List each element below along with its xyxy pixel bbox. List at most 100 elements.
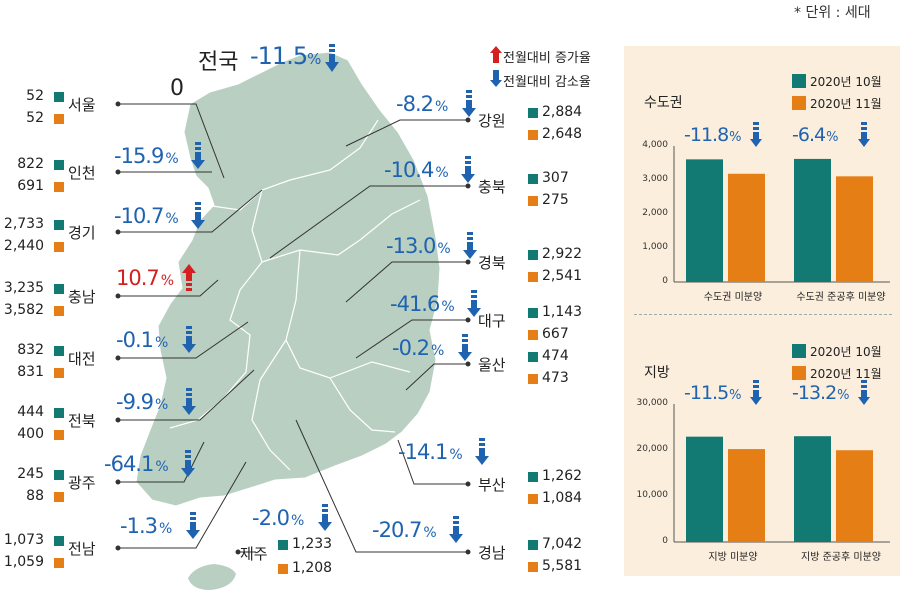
region-name-울산: 울산 <box>478 356 506 374</box>
region-pct-전남: -1.3% <box>120 514 172 538</box>
bar <box>728 173 765 282</box>
bar <box>794 158 831 282</box>
oct-swatch <box>54 284 64 294</box>
region-name-부산: 부산 <box>478 476 506 494</box>
nov-swatch <box>528 494 538 504</box>
region-nov-value: 52 <box>26 110 44 126</box>
region-oct-value: 1,233 <box>292 536 333 552</box>
chart-title: 지방 <box>644 365 670 381</box>
region-oct-value: 2,884 <box>542 104 583 120</box>
region-pct-인천: -15.9% <box>114 144 179 168</box>
region-pct-강원: -8.2% <box>396 92 448 116</box>
region-oct-value: 474 <box>542 348 569 364</box>
region-name-광주: 광주 <box>68 474 96 492</box>
region-nov-value: 691 <box>17 178 44 194</box>
legend-label: 2020년 11월 <box>810 367 882 381</box>
decrease-arrow-icon <box>318 504 332 531</box>
region-pct-충남: 10.7% <box>116 266 174 290</box>
region-name-경북: 경북 <box>478 254 506 272</box>
leader-lines <box>115 101 471 555</box>
oct-swatch <box>54 408 64 418</box>
region-pct-충북: -10.4% <box>384 158 449 182</box>
region-nov-value: 400 <box>17 426 44 442</box>
oct-swatch <box>54 160 64 170</box>
decrease-arrow-icon <box>467 290 481 317</box>
chart-title: 수도권 <box>644 95 683 111</box>
decrease-arrow-icon <box>463 232 477 259</box>
legend-label: 2020년 10월 <box>810 345 882 359</box>
national-pct: -11.5% <box>250 42 321 70</box>
region-name-대구: 대구 <box>478 312 506 330</box>
region-pct-제주: -2.0% <box>252 506 304 530</box>
region-oct-value: 444 <box>17 404 44 420</box>
province-borders <box>169 119 421 471</box>
legend-decrease-label: 전월대비 감소율 <box>503 75 591 90</box>
increase-arrow-icon <box>182 264 196 291</box>
legend-swatch <box>792 366 806 380</box>
region-pct-전북: -9.9% <box>116 390 168 414</box>
nov-swatch <box>54 492 64 502</box>
legend-label: 2020년 11월 <box>810 97 882 111</box>
region-oct-value: 832 <box>17 342 44 358</box>
region-pct-경북: -13.0% <box>386 234 451 258</box>
region-oct-value: 822 <box>17 156 44 172</box>
national-label: 전국 <box>198 50 239 75</box>
bar <box>836 450 873 542</box>
decrease-arrow-icon <box>475 438 489 465</box>
region-oct-value: 245 <box>17 466 44 482</box>
decrease-arrow-icon <box>181 450 195 477</box>
bar-pct-label: -13.2% <box>792 382 850 404</box>
x-category-label: 지방 준공후 미분양 <box>801 552 881 563</box>
decrease-arrow-icon <box>182 326 196 353</box>
region-oct-value: 1,143 <box>542 304 583 320</box>
oct-swatch <box>528 308 538 318</box>
region-oct-value: 2,922 <box>542 246 583 262</box>
region-pct-경남: -20.7% <box>372 518 437 542</box>
region-oct-value: 52 <box>26 88 44 104</box>
national-down-arrow-icon <box>325 44 339 72</box>
region-nov-value: 3,582 <box>3 302 44 318</box>
decrease-arrow-icon <box>490 70 502 87</box>
y-tick-label: 3,000 <box>642 174 668 184</box>
region-name-경남: 경남 <box>478 544 506 562</box>
decrease-arrow-icon <box>750 122 762 147</box>
bar <box>686 159 723 282</box>
y-tick-label: 4,000 <box>642 140 668 150</box>
region-nov-value: 667 <box>542 326 569 342</box>
legend-increase-label: 전월대비 증가율 <box>503 51 591 66</box>
decrease-arrow-icon <box>449 516 463 543</box>
region-name-제주: 제주 <box>240 545 268 563</box>
nov-swatch <box>528 130 538 140</box>
region-pct-경기: -10.7% <box>114 204 179 228</box>
bar-pct-label: -11.8% <box>684 124 742 146</box>
decrease-arrow-icon <box>186 512 200 539</box>
nov-swatch <box>528 196 538 206</box>
region-name-충북: 충북 <box>478 178 506 196</box>
bar <box>794 436 831 542</box>
y-tick-label: 1,000 <box>642 242 668 252</box>
legend-label: 2020년 10월 <box>810 75 882 89</box>
nov-swatch <box>54 368 64 378</box>
decrease-arrow-icon <box>191 202 205 229</box>
decrease-arrow-icon <box>182 388 196 415</box>
region-oct-value: 2,733 <box>3 216 44 232</box>
decrease-arrow-icon <box>458 334 472 361</box>
oct-swatch <box>54 220 64 230</box>
region-pct-광주: -64.1% <box>104 452 169 476</box>
oct-swatch <box>528 250 538 260</box>
region-nov-value: 1,208 <box>292 560 333 576</box>
region-name-강원: 강원 <box>478 112 506 130</box>
bar-pct-label: -6.4% <box>792 124 838 146</box>
nov-swatch <box>54 242 64 252</box>
region-oct-value: 3,235 <box>3 280 44 296</box>
nov-swatch <box>528 272 538 282</box>
region-pct-대전: -0.1% <box>116 328 168 352</box>
bar <box>686 436 723 542</box>
region-name-전북: 전북 <box>68 412 96 430</box>
y-tick-label: 0 <box>662 536 668 546</box>
region-nov-value: 1,059 <box>3 554 44 570</box>
mainland-shape <box>135 51 441 507</box>
decrease-arrow-icon <box>462 90 476 117</box>
